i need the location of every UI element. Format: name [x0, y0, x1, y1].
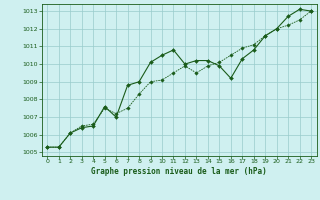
- X-axis label: Graphe pression niveau de la mer (hPa): Graphe pression niveau de la mer (hPa): [91, 167, 267, 176]
